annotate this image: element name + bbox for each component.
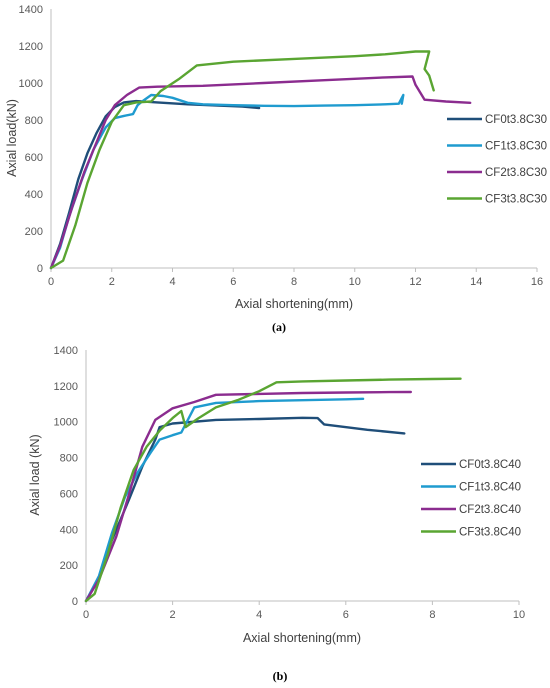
chart-a-x-tick-label: 6	[230, 276, 236, 288]
chart-b-x-tick-label: 4	[256, 609, 262, 621]
chart-b-caption: (b)	[273, 669, 288, 683]
chart-a-y-tick-label: 400	[25, 189, 43, 201]
chart-a-x-tick-label: 16	[531, 276, 543, 288]
chart-b-x-tick-label: 6	[343, 609, 349, 621]
chart-a-legend-label-3: CF2t3.8C30	[485, 167, 547, 179]
chart-a-legend-label-2: CF1t3.8C30	[485, 141, 547, 153]
chart-b-y-tick-label: 1200	[54, 381, 78, 393]
chart-a-x-tick-label: 2	[109, 276, 115, 288]
chart-b-x-tick-label: 0	[83, 609, 89, 621]
chart-a-x-tick-label: 0	[48, 276, 54, 288]
chart-b: Axial load (kN) Axial shortening(mm) (b)…	[28, 345, 525, 683]
chart-b-series-line-3	[84, 390, 412, 603]
chart-b-xlabel: Axial shortening(mm)	[243, 631, 361, 645]
chart-a-y-tick-label: 0	[37, 263, 43, 275]
chart-a-legend-label-1: CF0t3.8C30	[485, 114, 547, 126]
chart-a-series-line-4	[49, 50, 435, 270]
chart-b-y-tick-label: 1400	[54, 345, 78, 357]
chart-b-legend-label-1: CF0t3.8C40	[459, 459, 521, 471]
chart-a-y-tick-label: 1200	[19, 41, 43, 53]
chart-b-y-tick-label: 400	[60, 524, 78, 536]
chart-b-x-tick-label: 8	[429, 609, 435, 621]
chart-a-caption: (a)	[272, 320, 286, 334]
chart-a-x-tick-label: 12	[409, 276, 421, 288]
chart-b-legend-label-4: CF3t3.8C40	[459, 527, 521, 539]
chart-b-legend-label-2: CF1t3.8C40	[459, 482, 521, 494]
chart-a-x-tick-label: 14	[470, 276, 482, 288]
chart-a-xlabel: Axial shortening(mm)	[235, 297, 353, 311]
chart-a-y-tick-label: 1400	[19, 4, 43, 16]
chart-a-y-tick-label: 200	[25, 226, 43, 238]
chart-b-y-tick-label: 1000	[54, 417, 78, 429]
chart-b-legend-label-3: CF2t3.8C40	[459, 504, 521, 516]
chart-a-y-tick-label: 1000	[19, 78, 43, 90]
chart-a-legend-label-4: CF3t3.8C30	[485, 194, 547, 206]
chart-a-x-tick-label: 10	[349, 276, 361, 288]
chart-a: Axial load(kN) Axial shortening(mm) (a) …	[5, 4, 547, 334]
chart-a-ylabel: Axial load(kN)	[5, 99, 19, 177]
chart-a-y-tick-label: 600	[25, 152, 43, 164]
chart-a-x-tick-label: 4	[169, 276, 175, 288]
chart-b-series-line-4	[84, 377, 462, 603]
chart-a-series-line-3	[49, 75, 472, 270]
chart-b-y-tick-label: 0	[72, 596, 78, 608]
chart-b-y-tick-label: 800	[60, 453, 78, 465]
chart-b-x-tick-label: 10	[513, 609, 525, 621]
chart-b-ylabel: Axial load (kN)	[28, 434, 42, 515]
chart-b-y-tick-label: 200	[60, 560, 78, 572]
chart-a-y-tick-label: 800	[25, 115, 43, 127]
chart-b-y-tick-label: 600	[60, 488, 78, 500]
chart-b-x-tick-label: 2	[170, 609, 176, 621]
chart-a-series-line-1	[49, 99, 261, 270]
chart-a-x-tick-label: 8	[291, 276, 297, 288]
chart-b-series-line-1	[84, 416, 406, 603]
